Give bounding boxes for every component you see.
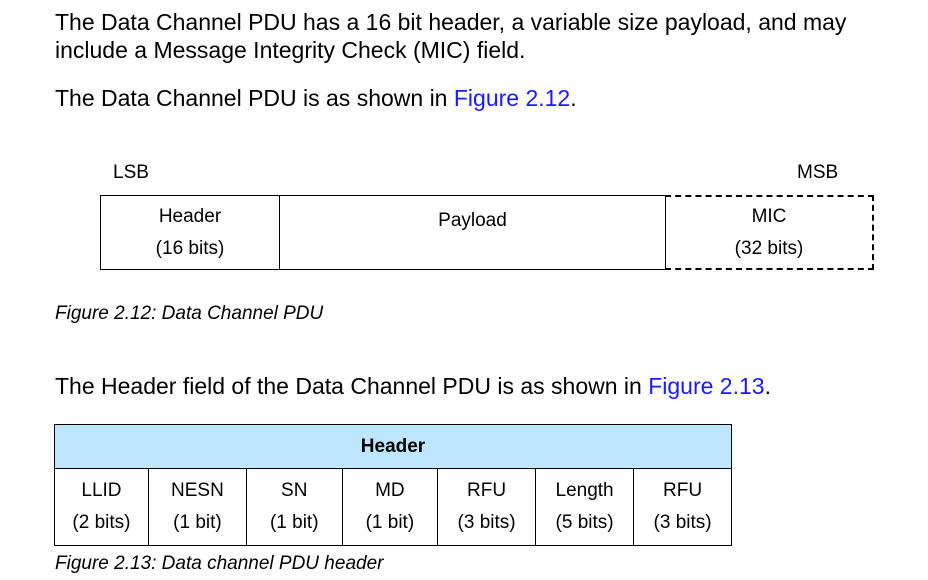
header-title: Header (54, 424, 732, 469)
field-name: Payload (438, 210, 507, 231)
header-fields-table: Header LLID (2 bits) NESN (1 bit) SN (1 … (54, 424, 732, 546)
field-name: NESN (171, 480, 224, 501)
field-size: (1 bit) (173, 512, 222, 533)
field-name: Header (158, 205, 222, 227)
field-rfu-1: RFU (3 bits) (437, 468, 536, 546)
figure-2-13-caption: Figure 2.13: Data channel PDU header (55, 553, 384, 574)
lsb-label: LSB (113, 162, 149, 183)
field-name: MIC (751, 205, 787, 227)
field-size: (16 bits) (155, 237, 225, 259)
field-size: (1 bit) (365, 512, 415, 533)
field-size: (5 bits) (555, 512, 614, 533)
field-rfu-2: RFU (3 bits) (633, 468, 732, 546)
intro-line-2: include a Message Integrity Check (MIC) … (55, 37, 526, 63)
field-md: MD (1 bit) (341, 468, 439, 546)
field-size: (3 bits) (653, 512, 712, 533)
pdu-header-field: Header (16 bits) (100, 195, 280, 270)
field-size: (1 bit) (269, 512, 319, 533)
field-length: Length (5 bits) (534, 468, 635, 546)
field-size: (2 bits) (72, 512, 131, 533)
field-name: Length (555, 480, 614, 501)
reference-period: . (764, 373, 771, 399)
field-sn: SN (1 bit) (245, 468, 343, 546)
field-name: RFU (663, 480, 703, 501)
header-title-row: Header (54, 424, 732, 469)
field-llid: LLID (2 bits) (54, 468, 149, 546)
field-name: RFU (467, 480, 507, 501)
reference-text: The Data Channel PDU is as shown in (55, 85, 454, 111)
figure-2-12-caption: Figure 2.12: Data Channel PDU (55, 303, 324, 324)
figure-2-13-reference: The Header field of the Data Channel PDU… (55, 372, 771, 400)
field-size: (32 bits) (734, 237, 804, 259)
field-name: SN (281, 480, 308, 501)
intro-paragraph: The Data Channel PDU has a 16 bit header… (55, 8, 846, 64)
figure-2-12-link[interactable]: Figure 2.12 (453, 85, 571, 111)
figure-2-12-reference: The Data Channel PDU is as shown in Figu… (55, 84, 577, 112)
reference-period: . (570, 85, 577, 111)
pdu-payload-field: Payload (279, 195, 666, 270)
field-size: (3 bits) (457, 512, 516, 533)
pdu-mic-field: MIC (32 bits) (665, 195, 874, 270)
field-name: MD (375, 480, 405, 501)
field-name: LLID (81, 480, 122, 501)
header-fields-row: LLID (2 bits) NESN (1 bit) SN (1 bit) MD… (54, 468, 732, 546)
field-nesn: NESN (1 bit) (147, 468, 247, 546)
intro-line-1: The Data Channel PDU has a 16 bit header… (55, 9, 847, 35)
figure-2-13-link[interactable]: Figure 2.13 (648, 373, 765, 399)
msb-label: MSB (797, 162, 839, 183)
reference-text: The Header field of the Data Channel PDU… (55, 373, 649, 399)
